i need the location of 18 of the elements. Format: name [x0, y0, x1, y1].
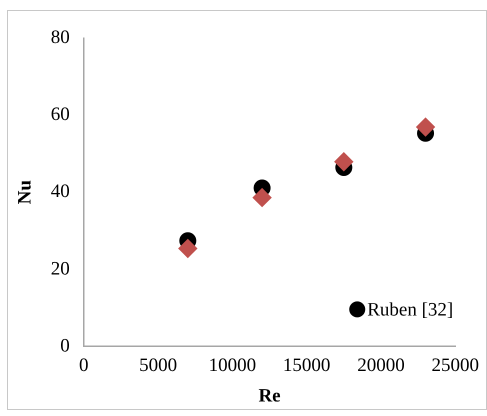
x-axis-title: Re — [258, 386, 281, 407]
y-axis-title: Nu — [14, 180, 36, 204]
legend-label: Ruben [32] — [367, 299, 454, 320]
x-tick-label: 0 — [79, 354, 89, 376]
y-tick-label: 40 — [50, 181, 70, 202]
x-tick-label: 20000 — [357, 354, 405, 376]
point — [416, 118, 436, 137]
point — [334, 152, 354, 172]
y-tick-label: 20 — [50, 258, 70, 280]
y-tick-label: 80 — [50, 26, 70, 48]
point — [178, 238, 198, 258]
x-tick-label: 5000 — [139, 354, 178, 376]
point — [252, 188, 272, 208]
x-tick-label: 25000 — [432, 354, 479, 376]
x-tick-label: 10000 — [208, 354, 256, 376]
y-tick-label: 0 — [60, 335, 70, 356]
x-tick-label: 15000 — [282, 354, 330, 376]
y-tick-label: 60 — [50, 104, 70, 126]
